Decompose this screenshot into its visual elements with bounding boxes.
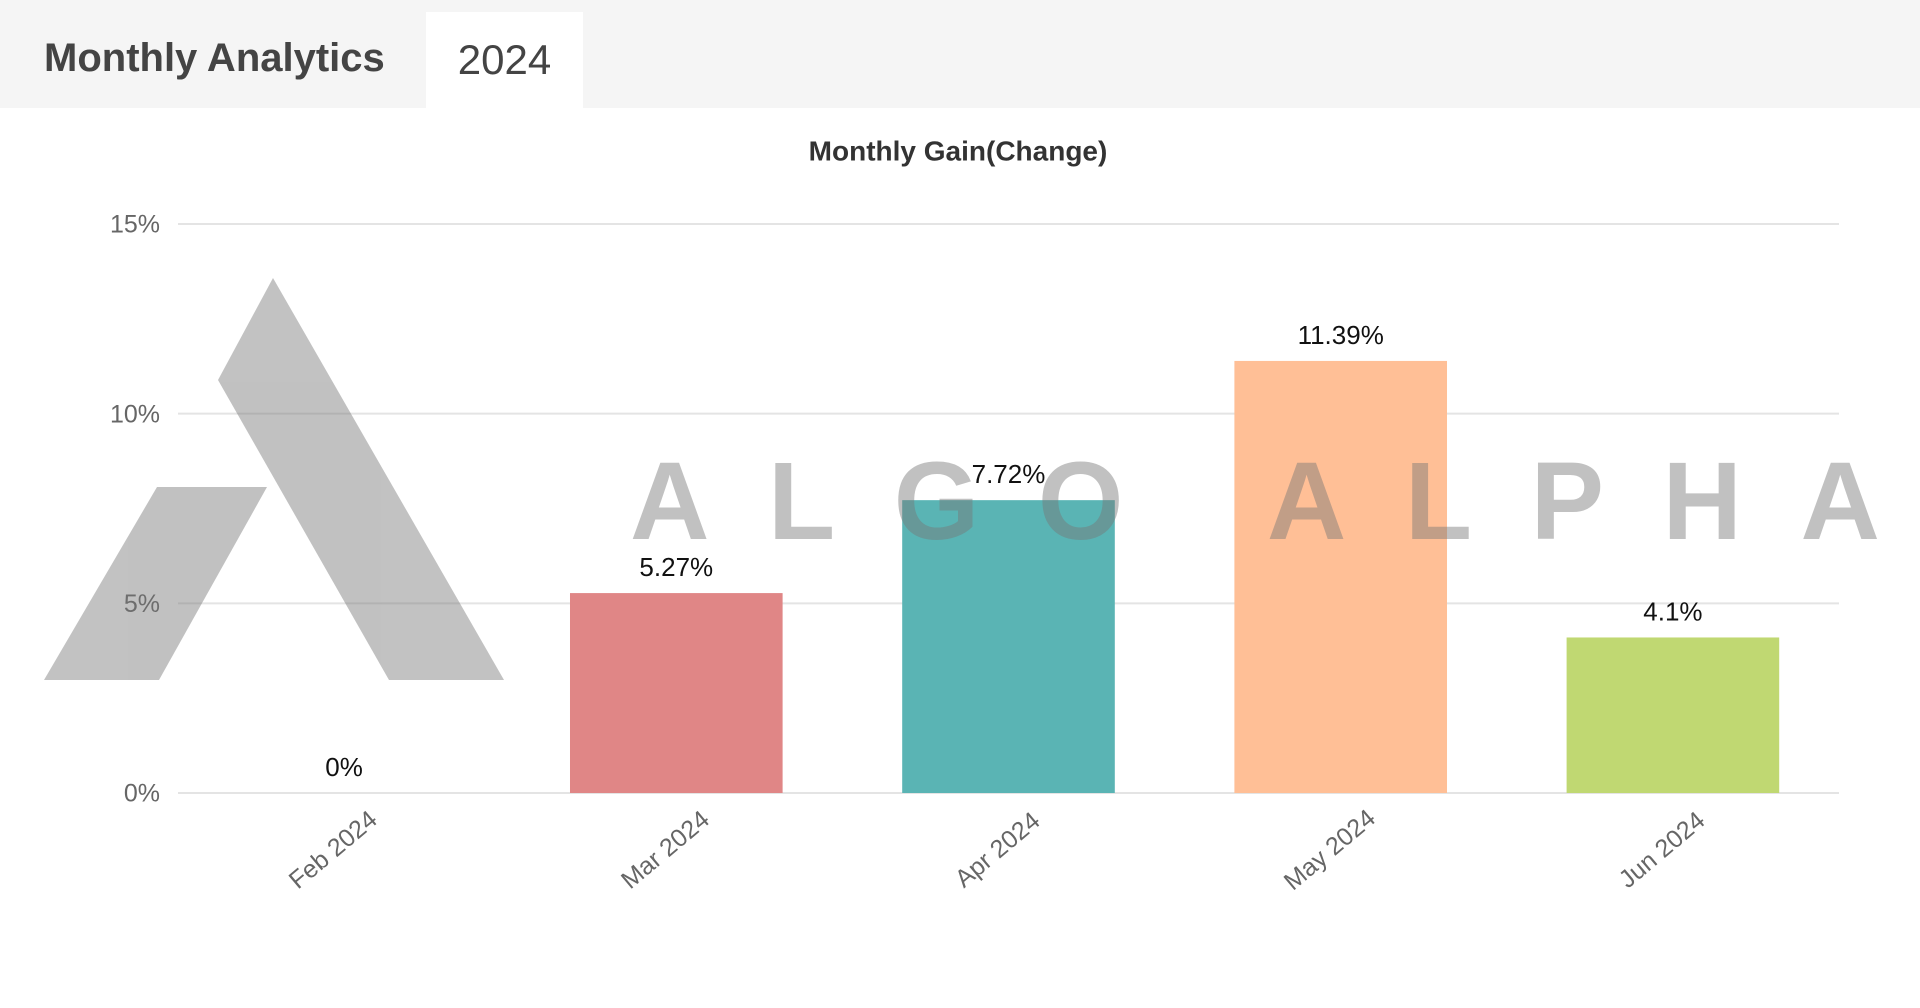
y-tick-label: 5% [124, 590, 160, 618]
x-tick-label: May 2024 [1279, 804, 1381, 896]
bar [569, 593, 783, 793]
y-tick-label: 0% [124, 780, 160, 808]
year-tab[interactable]: 2024 [426, 12, 583, 108]
value-label: 5.27% [639, 552, 713, 582]
x-tick-label: Apr 2024 [950, 807, 1046, 894]
watermark-logo [218, 278, 504, 680]
value-label: 0% [325, 752, 363, 782]
chart-title: Monthly Gain(Change) [809, 135, 1108, 166]
value-label: 4.1% [1643, 596, 1702, 626]
y-tick-label: 10% [110, 400, 160, 428]
page-title: Monthly Analytics [44, 36, 385, 80]
y-tick-label: 15% [110, 211, 160, 239]
watermark-logo [44, 487, 267, 680]
value-label: 11.39% [1298, 320, 1384, 350]
x-tick-label: Mar 2024 [616, 805, 715, 894]
bar [902, 500, 1115, 793]
header-bar: Monthly Analytics 2024 [0, 0, 1920, 108]
bar [1566, 637, 1780, 793]
bar [1234, 360, 1448, 793]
x-tick-label: Jun 2024 [1614, 806, 1711, 894]
value-label: 7.72% [972, 459, 1046, 489]
x-tick-label: Feb 2024 [284, 805, 383, 894]
